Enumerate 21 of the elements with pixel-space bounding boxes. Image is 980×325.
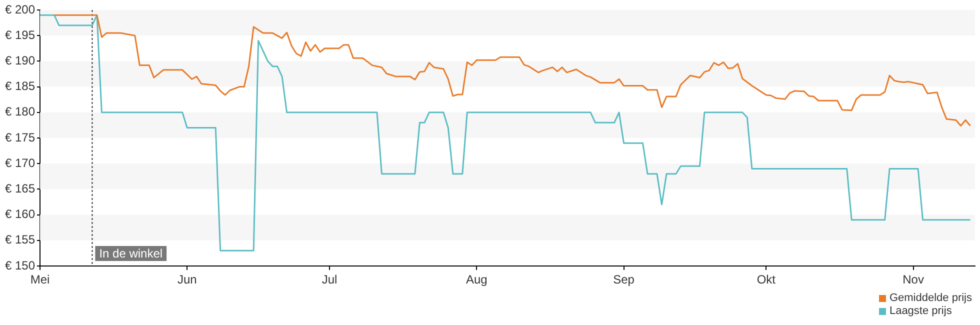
x-tick-label: Nov bbox=[902, 272, 924, 287]
y-tick-label: € 175 bbox=[4, 130, 36, 144]
y-tick-label: € 180 bbox=[4, 104, 36, 119]
y-tick-label: € 165 bbox=[4, 182, 36, 196]
y-tick-label: € 195 bbox=[4, 28, 36, 42]
x-tick-label: Jul bbox=[322, 272, 338, 287]
x-tick-label: Aug bbox=[466, 272, 488, 287]
ref-line-label: In de winkel bbox=[99, 246, 163, 260]
x-tick-label: Okt bbox=[756, 272, 776, 287]
x-tick-label: Mei bbox=[30, 272, 50, 287]
x-tick-label: Sep bbox=[613, 272, 635, 287]
y-tick-label: € 160 bbox=[4, 207, 36, 222]
y-tick-label: € 155 bbox=[4, 232, 36, 247]
x-tick-label: Jun bbox=[177, 272, 197, 287]
y-tick-label: € 150 bbox=[4, 258, 36, 272]
legend-label: Gemiddelde prijs bbox=[889, 292, 972, 305]
y-tick-label: € 170 bbox=[4, 156, 36, 170]
legend-label: Laagste prijs bbox=[889, 305, 952, 318]
y-tick-label: € 185 bbox=[4, 79, 36, 94]
y-tick-label: € 200 bbox=[4, 2, 36, 16]
y-tick-label: € 190 bbox=[4, 54, 36, 68]
